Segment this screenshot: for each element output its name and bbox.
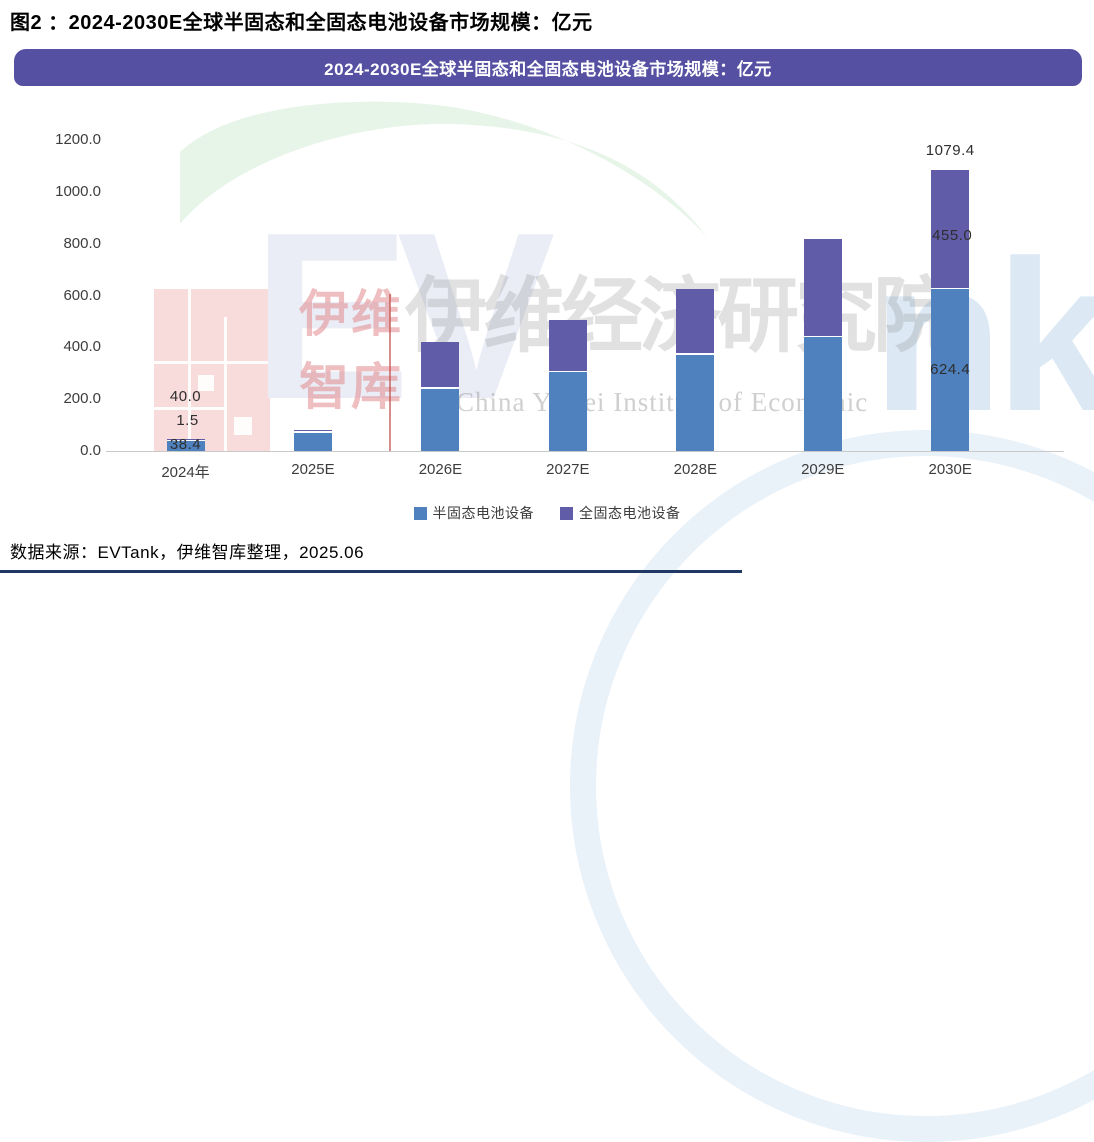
x-axis-category-label: 2030E [928, 461, 972, 478]
x-axis-category-label: 2029E [801, 461, 845, 478]
y-axis-tick-label: 1000.0 [55, 182, 101, 200]
watermark-cn-small-top: 伊维 [299, 286, 403, 342]
x-axis-category-label: 2025E [291, 461, 335, 478]
bar-segment-semi-solid [421, 388, 460, 451]
bar-label-all-solid-value: 1.5 [176, 411, 199, 429]
x-axis-category-label: 2027E [546, 461, 590, 478]
y-axis-tick-label: 800.0 [63, 234, 101, 252]
bar-segment-all-solid [421, 342, 460, 389]
bar-segment-all-solid [166, 439, 205, 441]
data-source-line: 数据来源：EVTank，伊维智库整理，2025.06 [10, 543, 365, 562]
watermark-cn-small-bottom: 智库 [299, 359, 403, 415]
bar-label-all-solid-value: 455.0 [932, 227, 973, 245]
bar-label-total: 40.0 [169, 387, 202, 405]
x-axis-category-label: 2026E [418, 461, 463, 478]
bar-segment-semi-solid [931, 289, 970, 451]
legend-item-all-solid: 全固态电池设备 [560, 503, 681, 523]
bar-segment-all-solid [676, 288, 715, 355]
bar-label-total: 1079.4 [925, 142, 975, 160]
chart-legend: 半固态电池设备 全固态电池设备 [0, 503, 1094, 523]
x-axis-category-label: 2028E [673, 461, 717, 478]
bottom-rule [0, 570, 742, 573]
bar-segment-semi-solid [803, 337, 842, 451]
chart-title-banner: 2024-2030E全球半固态和全固态电池设备市场规模：亿元 [14, 49, 1082, 86]
legend-label-semi-solid: 半固态电池设备 [432, 505, 534, 521]
bar-segment-all-solid [548, 319, 587, 372]
bar-label-semi-solid-value: 38.4 [169, 435, 202, 453]
y-axis-tick-label: 200.0 [63, 390, 101, 408]
bar-label-semi-solid-value: 624.4 [930, 361, 971, 379]
x-axis-category-label: 2024年 [161, 464, 210, 481]
bar-segment-semi-solid [548, 372, 587, 451]
bar-segment-all-solid [931, 169, 970, 289]
y-axis-tick-label: 0.0 [80, 442, 101, 459]
watermark-red-divider [389, 294, 391, 452]
bar-segment-all-solid [293, 430, 332, 433]
legend-item-semi-solid: 半固态电池设备 [413, 503, 535, 523]
y-axis-tick-label: 1200.0 [55, 131, 101, 148]
bar-segment-all-solid [803, 238, 842, 337]
watermark-qr-square [154, 289, 270, 451]
legend-label-all-solid: 全固态电池设备 [579, 505, 681, 521]
watermark-ring-shape [570, 430, 1094, 1142]
figure-label: 图2 ：2024-2030E全球半固态和全固态电池设备市场规模：亿元 [10, 12, 593, 34]
watermark-leaf-swoosh [180, 101, 707, 238]
y-axis-tick-label: 600.0 [63, 286, 101, 304]
legend-swatch-all-solid [560, 506, 573, 520]
watermark-big-letters-right: nk [872, 215, 1094, 456]
bar-segment-semi-solid [676, 354, 715, 451]
chart-title: 2024-2030E全球半固态和全固态电池设备市场规模：亿元 [324, 60, 772, 79]
x-axis-line [106, 451, 1064, 452]
bar-segment-semi-solid [293, 432, 332, 451]
y-axis-tick-label: 400.0 [63, 338, 101, 356]
bar-segment-semi-solid [166, 441, 205, 451]
legend-swatch-semi-solid [413, 506, 427, 520]
